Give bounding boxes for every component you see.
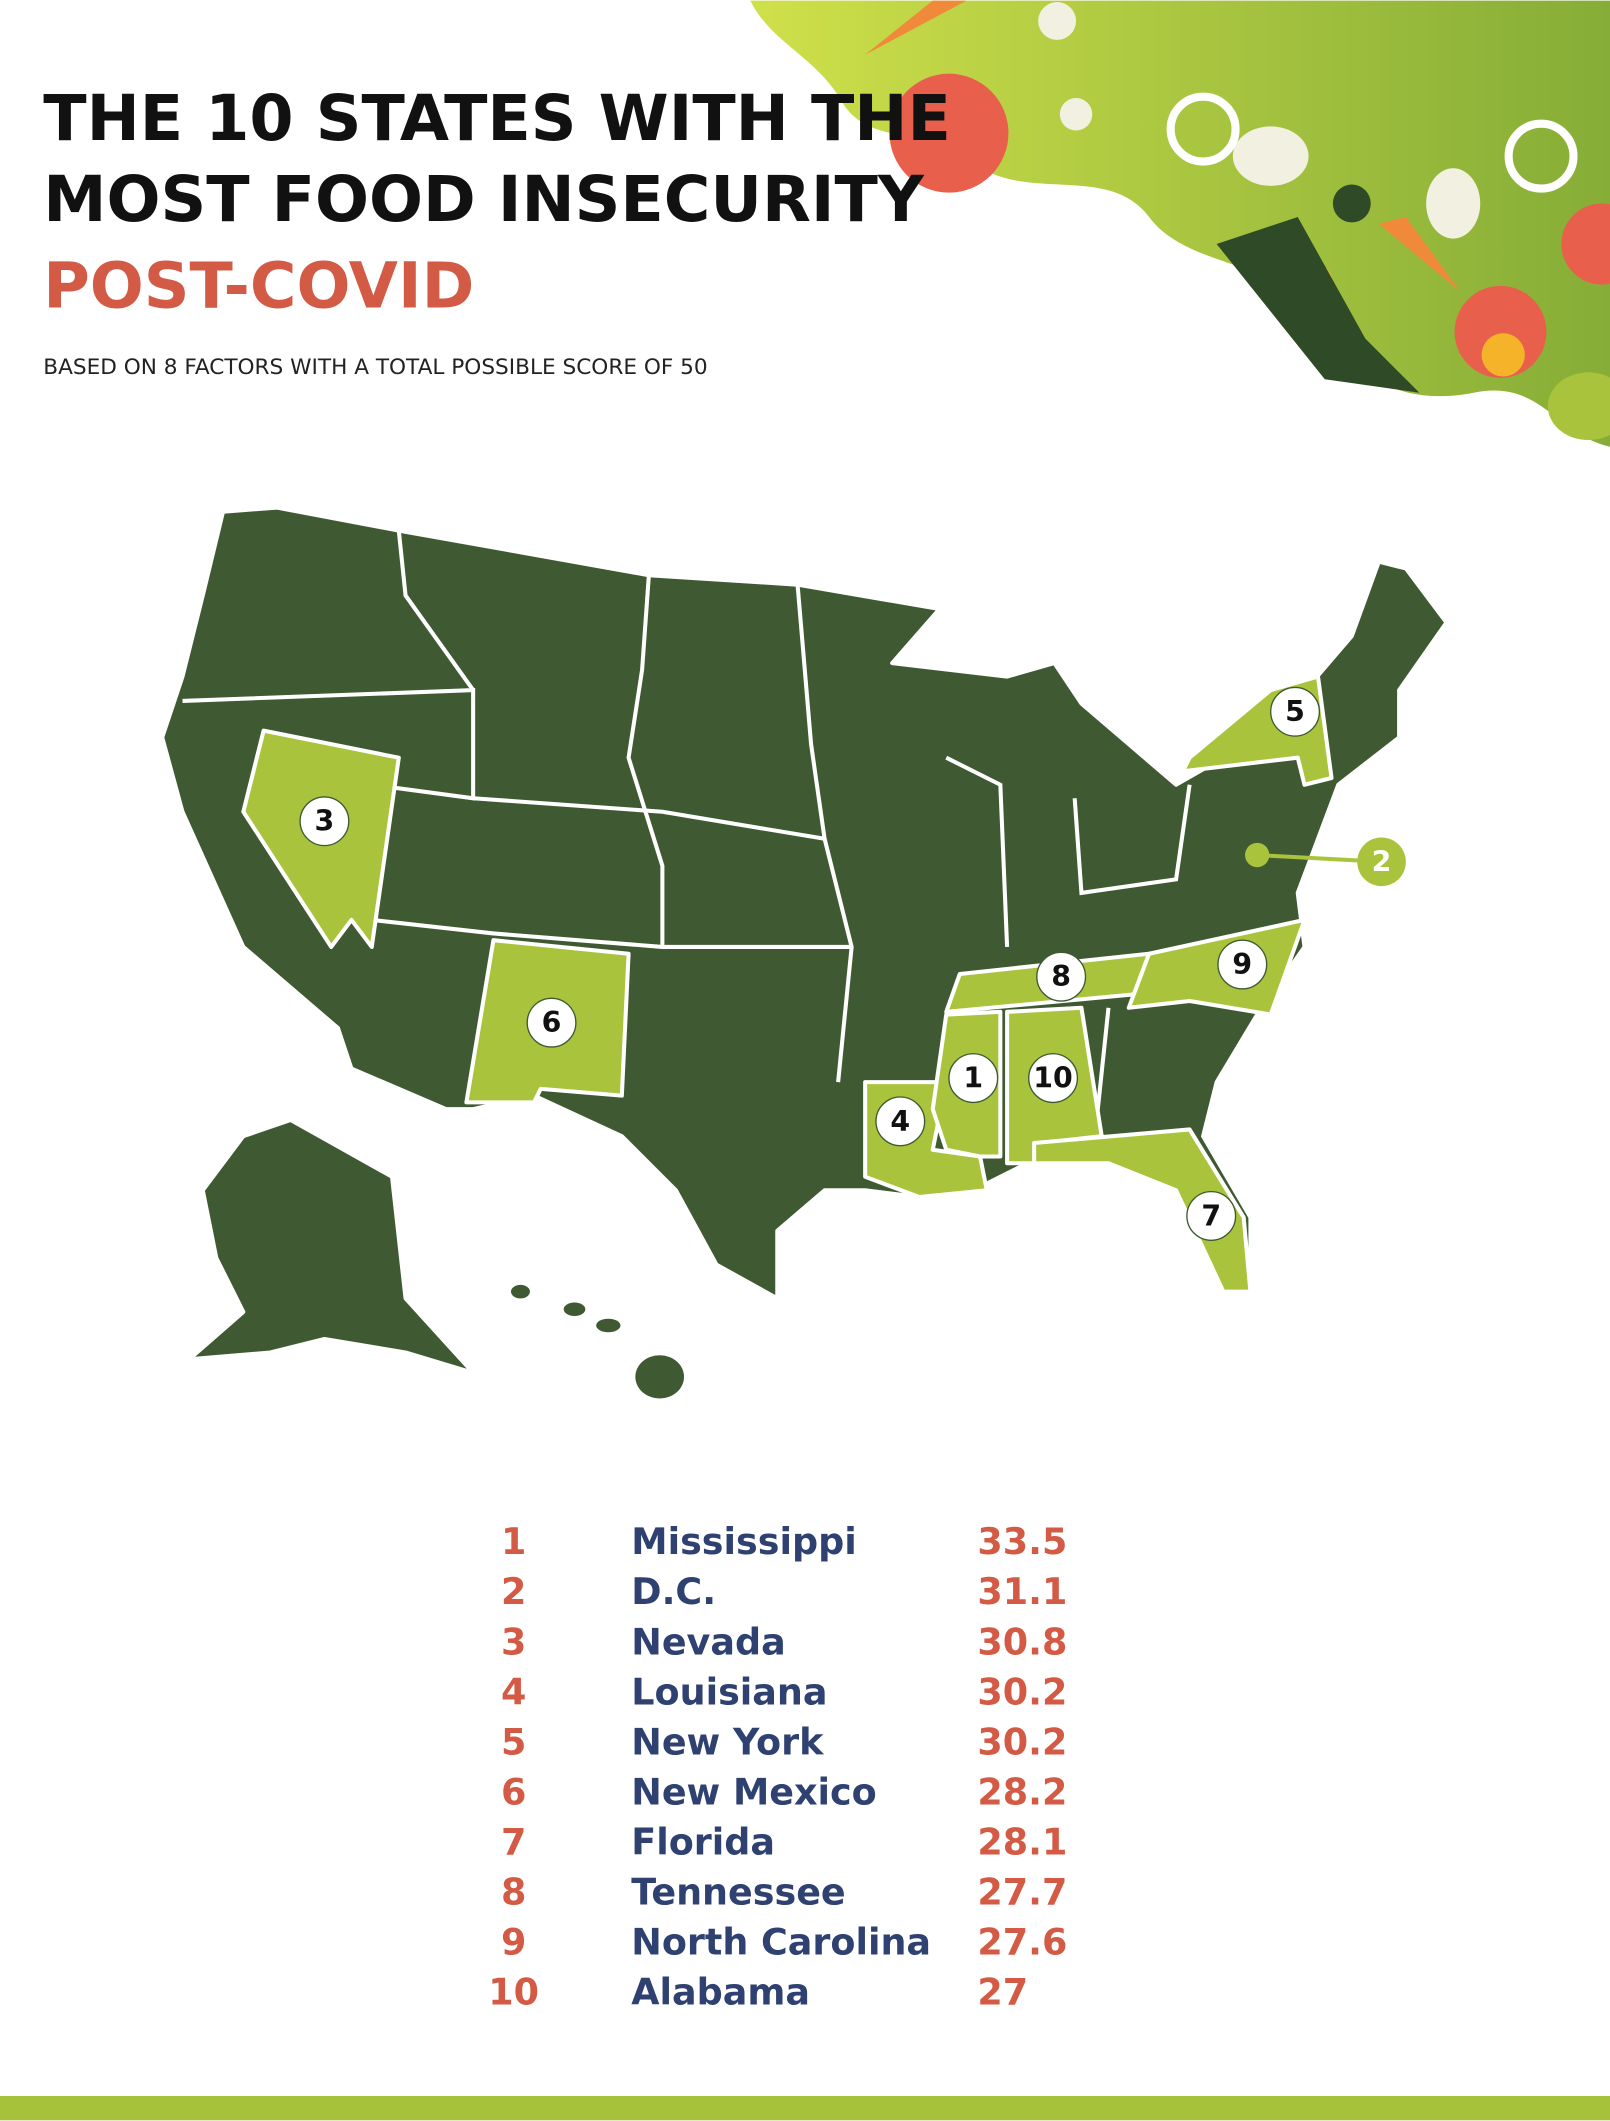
title-highlight: POST-COVID xyxy=(43,249,474,323)
map-badge-label: 10 xyxy=(1033,1062,1073,1095)
score-cell: 30.2 xyxy=(977,1720,1067,1763)
score-cell: 27.6 xyxy=(977,1920,1067,1963)
rank-cell: 3 xyxy=(501,1620,526,1663)
title-line: MOST FOOD INSECURITY xyxy=(43,162,925,236)
map-badge xyxy=(1028,1053,1079,1104)
score-cell: 28.2 xyxy=(977,1770,1067,1813)
state-borders xyxy=(182,530,1192,1137)
rank-cell: 8 xyxy=(501,1870,526,1913)
map-badge xyxy=(1217,939,1268,990)
ranking-table: 1 Mississippi 33.5 2 D.C. 31.1 3 Nevada 30.8 4 Lou… xyxy=(488,1520,1067,2013)
map-badge-label: 4 xyxy=(890,1105,910,1138)
score-cell: 30.8 xyxy=(977,1620,1067,1663)
decoration xyxy=(750,0,1610,447)
rank-cell: 7 xyxy=(501,1820,526,1863)
rank-cell: 1 xyxy=(501,1520,526,1563)
map-badge xyxy=(1036,951,1087,1002)
state-north-carolina xyxy=(1126,917,1307,1017)
map-badge xyxy=(1270,686,1321,737)
state-cell: Alabama xyxy=(631,1970,810,2013)
rank-cell: 2 xyxy=(501,1570,526,1613)
rank-cell: 9 xyxy=(501,1920,526,1963)
hawaii xyxy=(510,1284,685,1399)
score-cell: 27.7 xyxy=(977,1870,1067,1913)
rank-cell: 4 xyxy=(501,1670,526,1713)
state-cell: D.C. xyxy=(631,1570,716,1613)
state-cell: Tennessee xyxy=(631,1870,845,1913)
map-badge xyxy=(1357,837,1406,887)
state-cell: Florida xyxy=(631,1820,775,1863)
map-badge-label: 8 xyxy=(1051,960,1071,993)
score-cell: 30.2 xyxy=(977,1670,1067,1713)
state-cell: North Carolina xyxy=(631,1920,931,1963)
score-cell: 33.5 xyxy=(977,1520,1067,1563)
map-badge-label: 9 xyxy=(1232,948,1252,981)
title-line: THE 10 STATES WITH THE xyxy=(43,81,951,155)
state-cell: New York xyxy=(631,1720,824,1763)
alaska xyxy=(187,1117,476,1375)
state-cell: Nevada xyxy=(631,1620,785,1663)
map-badge-label: 6 xyxy=(542,1006,562,1039)
state-florida xyxy=(1032,1127,1253,1294)
state-cell: Louisiana xyxy=(631,1670,827,1713)
map-badge-label: 7 xyxy=(1201,1199,1221,1232)
dc-dot xyxy=(1245,842,1270,868)
score-cell: 27 xyxy=(977,1970,1028,2013)
map-badge-label: 5 xyxy=(1285,695,1305,728)
map-badge-label: 3 xyxy=(315,805,335,838)
map-badge xyxy=(1186,1190,1237,1241)
map-badge-label: 2 xyxy=(1372,845,1392,878)
subtitle: BASED ON 8 FACTORS WITH A TOTAL POSSIBLE… xyxy=(43,355,707,380)
map-badge xyxy=(299,796,350,847)
map-badge xyxy=(875,1096,926,1147)
map-badge xyxy=(948,1053,999,1104)
footer-bar xyxy=(0,2095,1610,2121)
state-cell: New Mexico xyxy=(631,1770,876,1813)
map-badges: 1 2 3 4 5 6 7 8 9 10 xyxy=(299,686,1406,1241)
score-cell: 31.1 xyxy=(977,1570,1067,1613)
rank-cell: 6 xyxy=(501,1770,526,1813)
map-badge-label: 1 xyxy=(963,1062,983,1095)
state-cell: Mississippi xyxy=(631,1520,856,1563)
rank-cell: 10 xyxy=(488,1970,539,2013)
score-cell: 28.1 xyxy=(977,1820,1067,1863)
map-badge xyxy=(526,997,577,1048)
rank-cell: 5 xyxy=(501,1720,526,1763)
